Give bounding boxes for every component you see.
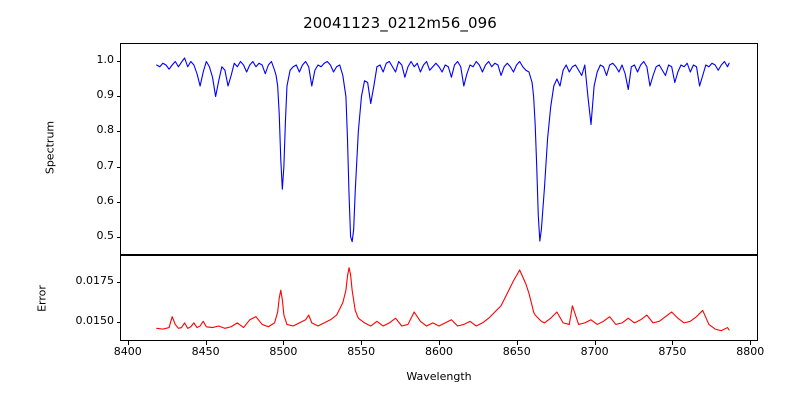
- wavelength-xtick-mark: [594, 341, 596, 345]
- spectrum-ytick-label: 0.8: [96, 123, 115, 137]
- chart-title: 20041123_0212m56_096: [303, 14, 497, 32]
- wavelength-xtick-mark: [205, 341, 207, 345]
- wavelength-xtick-label: 8700: [580, 345, 609, 358]
- spectrum-ytick-mark: [116, 237, 120, 239]
- error-ytick-group: 0.0150 0.0175: [0, 0, 120, 400]
- spectrum-ytick-mark: [116, 96, 120, 97]
- error-plot-panel: [120, 255, 758, 341]
- wavelength-xtick-label: 8600: [425, 345, 453, 358]
- wavelength-xtick-label: 8550: [347, 345, 376, 358]
- wavelength-xtick-mark: [672, 341, 674, 345]
- wavelength-xtick-label: 8450: [191, 345, 220, 358]
- spectrum-ytick-label: 1.0: [96, 52, 115, 66]
- wavelength-xtick-mark: [439, 341, 440, 345]
- spectrum-plot-panel: [120, 43, 758, 255]
- spectrum-ytick-label: 0.5: [96, 229, 115, 243]
- error-ytick-mark: [116, 282, 120, 284]
- spectrum-data-line: [157, 58, 729, 242]
- wavelength-xtick-mark: [127, 341, 129, 345]
- spectrum-ytick-group: 0.5 0.6 0.7 0.8 0.9 1.0: [0, 0, 120, 400]
- wavelength-xtick-label: 8800: [736, 345, 765, 358]
- spectrum-plot-area: [121, 44, 757, 254]
- wavelength-xtick-label: 8500: [269, 345, 298, 358]
- wavelength-xtick-label: 8650: [502, 345, 531, 358]
- spectrum-ytick-mark: [116, 166, 120, 168]
- wavelength-xtick-label: 8750: [658, 345, 687, 358]
- spectrum-ytick-label: 0.9: [96, 88, 115, 101]
- error-data-line: [157, 268, 729, 331]
- spectrum-ytick-label: 0.7: [96, 158, 115, 172]
- spectrum-ytick-mark: [116, 60, 120, 62]
- wavelength-xtick-mark: [516, 341, 518, 345]
- wavelength-xtick-mark: [283, 341, 285, 345]
- wavelength-xtick-mark: [361, 341, 363, 345]
- spectrum-ytick-label: 0.6: [96, 194, 115, 207]
- error-plot-area: [121, 256, 757, 340]
- wavelength-axis-label: Wavelength: [406, 370, 472, 383]
- spectrum-ytick-mark: [116, 131, 120, 133]
- spectrum-ytick-mark: [116, 202, 120, 203]
- wavelength-xtick-mark: [750, 341, 752, 345]
- wavelength-xtick-label: 8400: [113, 345, 142, 358]
- error-ytick-label: 0.0175: [75, 274, 115, 288]
- error-ytick-label: 0.0150: [75, 313, 115, 327]
- error-ytick-mark: [116, 321, 120, 323]
